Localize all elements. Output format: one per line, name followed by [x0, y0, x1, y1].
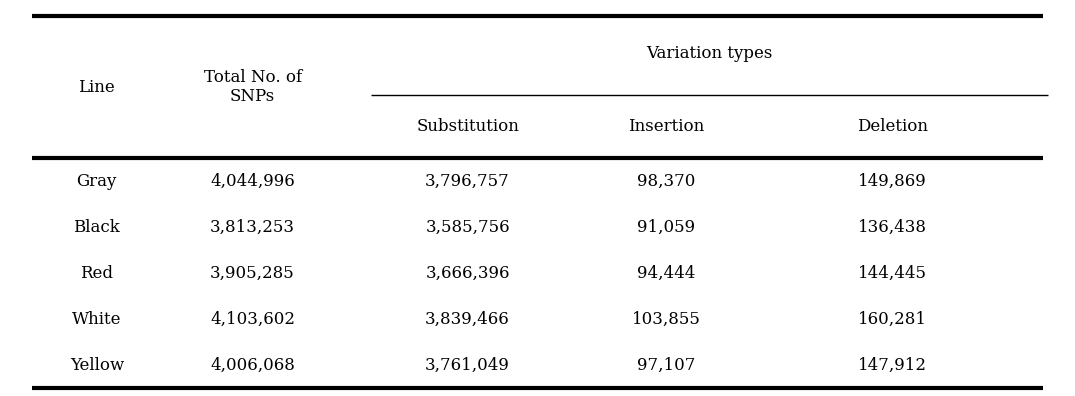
Text: 147,912: 147,912 [858, 357, 927, 373]
Text: 4,103,602: 4,103,602 [210, 311, 296, 327]
Text: 3,813,253: 3,813,253 [210, 219, 296, 236]
Text: 98,370: 98,370 [637, 173, 696, 190]
Text: 160,281: 160,281 [858, 311, 927, 327]
Text: 91,059: 91,059 [637, 219, 696, 236]
Text: 4,044,996: 4,044,996 [211, 173, 295, 190]
Text: 149,869: 149,869 [858, 173, 927, 190]
Text: Line: Line [78, 79, 115, 95]
Text: Total No. of
SNPs: Total No. of SNPs [203, 69, 302, 105]
Text: 97,107: 97,107 [637, 357, 696, 373]
Text: Black: Black [73, 219, 120, 236]
Text: Deletion: Deletion [857, 118, 928, 135]
Text: 3,666,396: 3,666,396 [426, 265, 510, 282]
Text: 103,855: 103,855 [632, 311, 701, 327]
Text: Red: Red [81, 265, 113, 282]
Text: White: White [72, 311, 121, 327]
Text: Variation types: Variation types [646, 45, 773, 62]
Text: Yellow: Yellow [70, 357, 124, 373]
Text: 3,839,466: 3,839,466 [426, 311, 510, 327]
Text: Substitution: Substitution [416, 118, 519, 135]
Text: Gray: Gray [76, 173, 117, 190]
Text: 3,585,756: 3,585,756 [426, 219, 510, 236]
Text: 94,444: 94,444 [637, 265, 696, 282]
Text: 136,438: 136,438 [858, 219, 927, 236]
Text: 4,006,068: 4,006,068 [211, 357, 295, 373]
Text: 3,796,757: 3,796,757 [426, 173, 510, 190]
Text: 3,761,049: 3,761,049 [426, 357, 510, 373]
Text: 144,445: 144,445 [858, 265, 927, 282]
Text: Insertion: Insertion [629, 118, 704, 135]
Text: 3,905,285: 3,905,285 [211, 265, 295, 282]
